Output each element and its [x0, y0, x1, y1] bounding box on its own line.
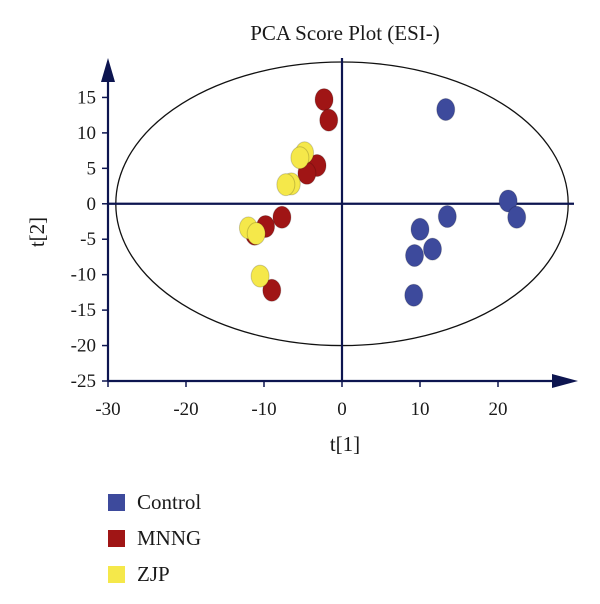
point-zjp [246, 222, 266, 246]
plot-area: -30 -20 -10 0 10 20 -25 -20 -15 -10 -5 0 5 10 15 [71, 58, 578, 420]
y-tick-label: -15 [71, 300, 96, 321]
point-control [410, 217, 430, 241]
y-axis-arrow [101, 58, 115, 82]
legend-label-mnng: MNNG [137, 525, 202, 550]
y-tick-label: -25 [71, 371, 96, 392]
y-tick-label: 5 [87, 158, 97, 179]
x-axis-title: t[1] [330, 432, 360, 456]
y-tick-label: -20 [71, 336, 96, 357]
x-tick-label: -30 [95, 399, 120, 420]
y-tick-label: 15 [77, 87, 96, 108]
y-tick-label: 0 [87, 194, 97, 215]
point-zjp [290, 146, 310, 170]
y-tick-label: 10 [77, 123, 96, 144]
legend-item-zjp: ZJP [108, 556, 201, 592]
legend-item-control: Control [108, 484, 201, 520]
y-tick-label: -5 [80, 229, 96, 250]
point-mnng [272, 205, 292, 229]
point-control [404, 283, 424, 307]
x-tick-label: 10 [411, 399, 430, 420]
point-control [436, 97, 456, 121]
point-control [437, 205, 457, 229]
x-axis-arrow [552, 374, 578, 388]
y-tick-label: -10 [71, 265, 96, 286]
x-tick-label: -20 [173, 399, 198, 420]
point-zjp [250, 264, 270, 288]
point-mnng [262, 278, 282, 302]
legend-swatch-zjp [108, 565, 125, 583]
x-tick-label: 0 [337, 399, 347, 420]
legend-label-control: Control [137, 489, 202, 514]
legend-swatch-control [108, 493, 125, 511]
point-control [498, 189, 518, 213]
point-mnng [319, 108, 339, 132]
legend: Control MNNG ZJP [108, 484, 201, 592]
y-axis-title: t[2] [25, 217, 49, 247]
chart-title: PCA Score Plot (ESI-) [250, 21, 440, 45]
x-tick-label: 20 [489, 399, 508, 420]
point-zjp [276, 173, 296, 197]
point-control [405, 244, 425, 268]
point-control [507, 205, 527, 229]
legend-label-zjp: ZJP [137, 561, 170, 586]
legend-swatch-mnng [108, 529, 125, 547]
x-tick-label: -10 [251, 399, 276, 420]
point-mnng [314, 88, 334, 112]
point-control [422, 237, 442, 261]
legend-item-mnng: MNNG [108, 520, 201, 556]
